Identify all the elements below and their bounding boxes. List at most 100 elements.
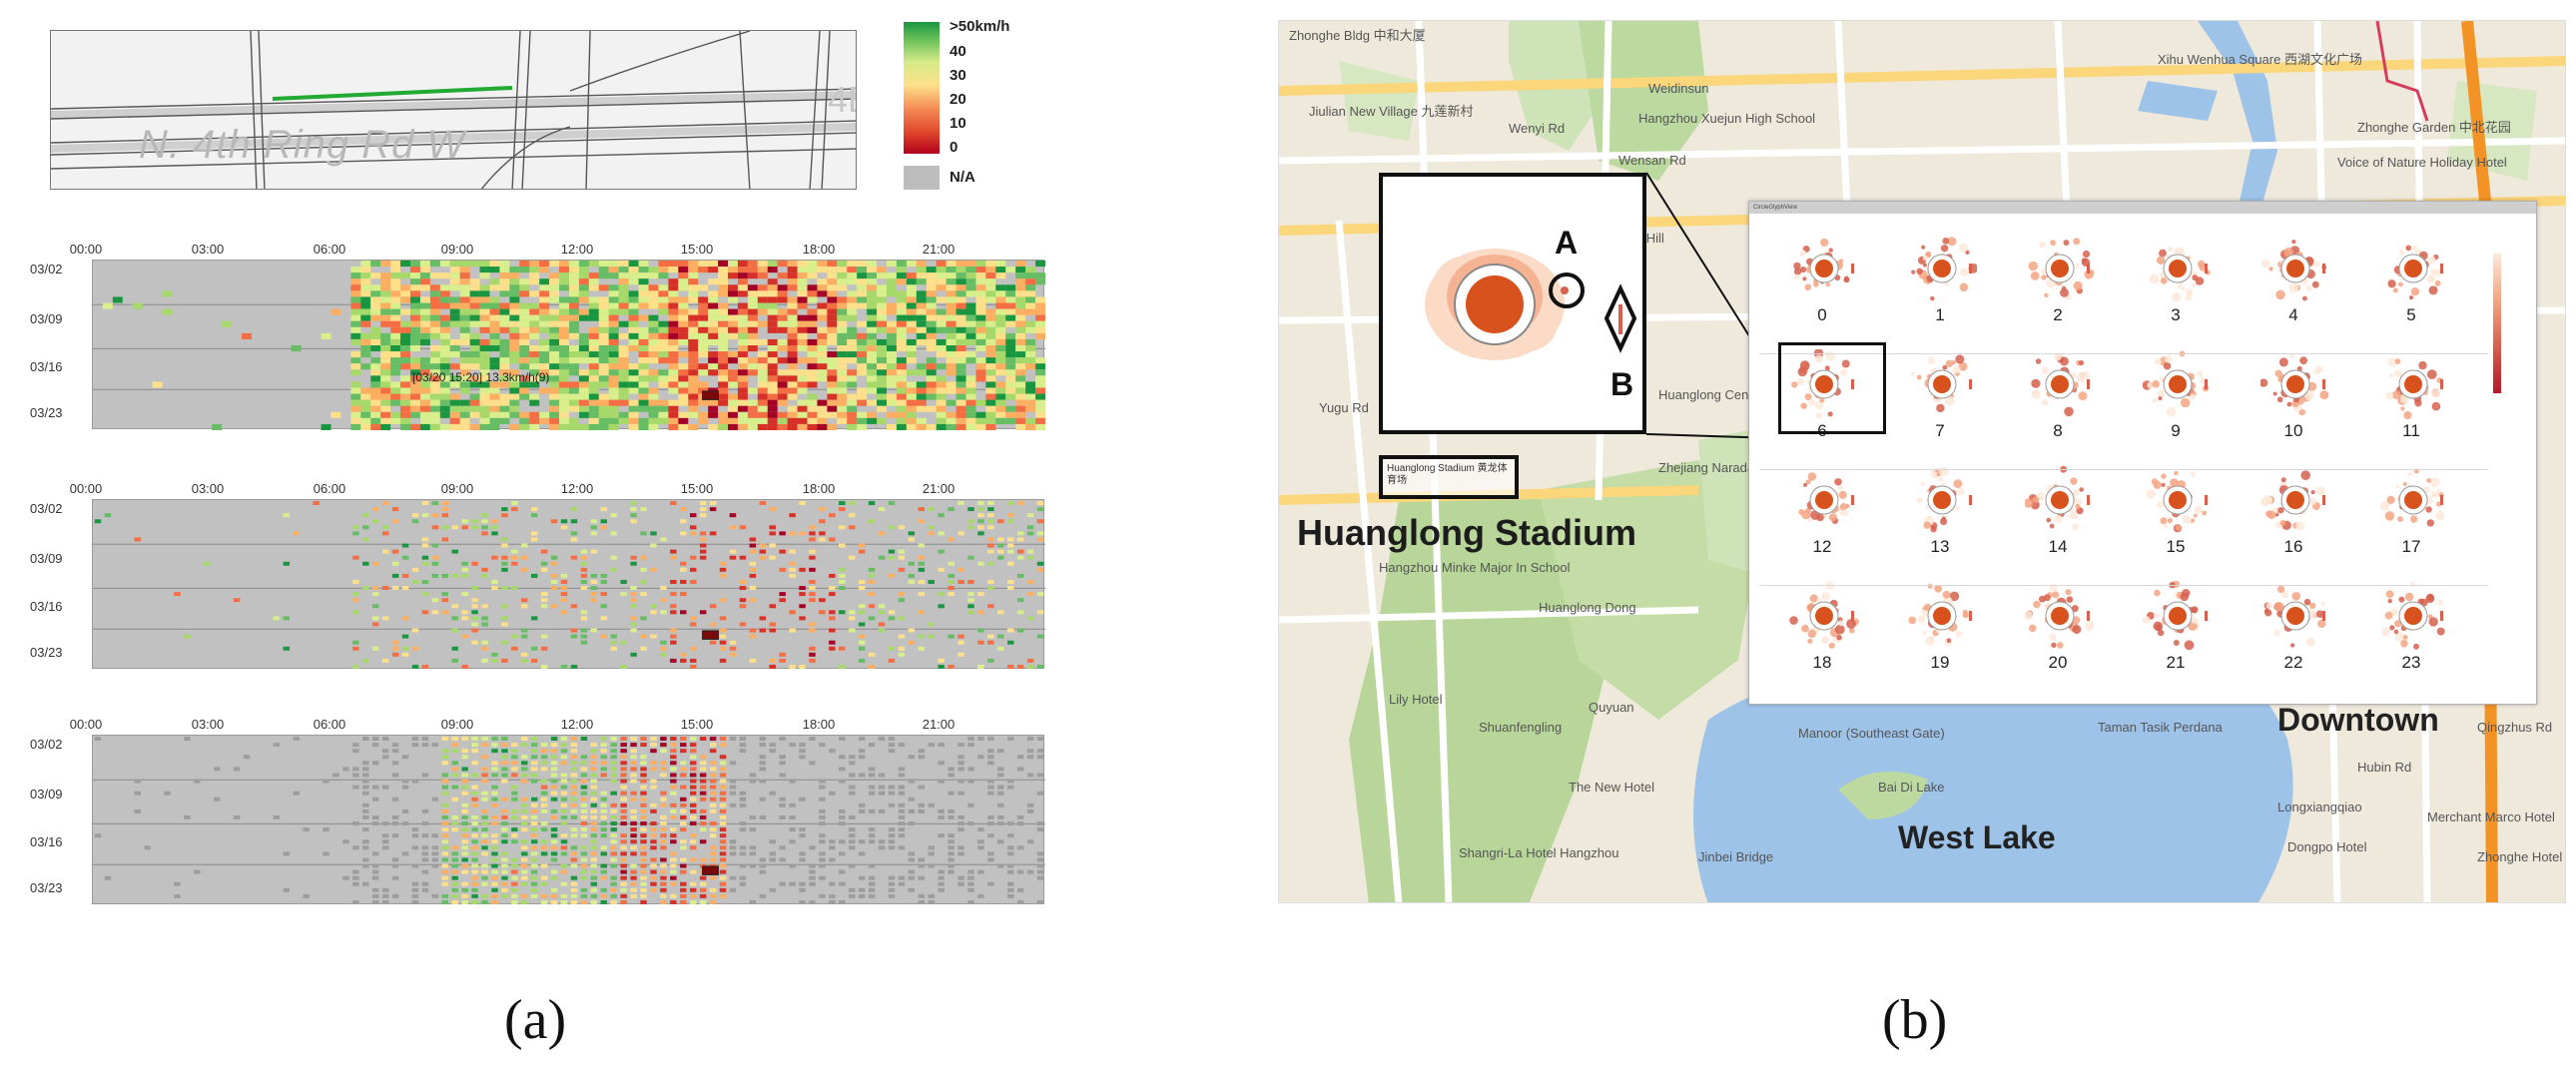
heatmap-cell [1006,785,1014,790]
hour-glyph[interactable]: 23 [2356,577,2466,689]
heatmap-cell [431,851,439,856]
hour-glyph[interactable]: 10 [2239,345,2348,457]
heatmap-cell [481,767,488,772]
heatmap-cell [1016,555,1024,560]
heatmap-cell [370,375,381,382]
hour-glyph[interactable]: 18 [1767,577,1877,689]
hour-glyph[interactable]: 15 [2121,461,2231,573]
hour-glyph[interactable]: 19 [1885,577,1995,689]
heatmap-cell [519,320,530,327]
heatmap-highlight-cell[interactable] [702,390,719,400]
heatmap-cell [549,417,560,424]
stadium-marker[interactable]: Huanglong Stadium 黄龙体育场 [1379,455,1519,499]
hour-glyph[interactable]: 17 [2356,461,2466,573]
heatmap-cell [620,851,627,856]
heatmap-cell [648,351,659,358]
heatmap-cell [441,737,449,742]
heatmap-cell [817,417,828,424]
heatmap-cell [926,357,937,364]
heatmap-cell [559,375,569,382]
heatmap-cell [739,875,747,880]
heatmap-cell [439,332,450,339]
hour-glyph[interactable]: 4 [2239,230,2348,341]
city-map[interactable]: Zhonghe Bldg 中和大厦 Jiulian New Village 九莲… [1278,20,2566,903]
hour-glyph[interactable]: 9 [2121,345,2231,457]
heatmap-cell [112,296,123,303]
hour-glyph[interactable]: 21 [2121,577,2231,689]
heatmap-cell-area[interactable] [92,735,1045,904]
hour-glyph[interactable]: 12 [1767,461,1877,573]
heatmap-cell [867,267,878,273]
heatmap-cell [660,875,667,880]
heatmap-cell [352,773,359,778]
heatmap-cell [878,610,886,615]
hour-glyph[interactable]: 20 [2003,577,2113,689]
glyph-grid-window[interactable]: CircleGlyphView 0 1 2 3 4 5 6 7 8 9 10 11 12 13 14 15 16… [1748,201,2537,705]
heatmap-cell [610,555,617,560]
hour-glyph[interactable]: 3 [2121,230,2231,341]
heatmap-cell [928,525,935,530]
heatmap-cell [887,393,897,400]
heatmap-cell [670,791,677,796]
heatmap-cell-area[interactable]: [03/20 15:20] 13.3km/h(9) [92,260,1045,430]
glyph-window-titlebar[interactable]: CircleGlyphView [1749,202,2536,214]
heatmap-cell [737,326,748,333]
heatmap-cell [956,332,966,339]
hour-glyph[interactable]: 22 [2239,577,2348,689]
heatmap-cell [588,302,599,309]
heatmap-cell [827,351,838,358]
hour-glyph[interactable]: 0 [1767,230,1877,341]
heatmap-cell [867,332,878,339]
heatmap-cell [827,399,838,406]
heatmap-cell [451,646,458,651]
heatmap-cell [499,338,510,345]
heatmap-cell [757,284,768,291]
heatmap-cell [648,320,659,327]
heatmap-cell [997,537,1004,542]
heatmap-cell [648,314,659,321]
heatmap-cell [660,773,667,778]
heatmap-cell [966,267,976,273]
heatmap-highlight-cell[interactable] [702,630,719,640]
heatmap-cell [421,821,429,826]
heatmap-cell [608,284,619,291]
heatmap-cell [868,791,876,796]
hour-glyph[interactable]: 7 [1885,345,1995,457]
heatmap-cell [858,737,866,742]
heatmap-cell [519,423,530,430]
heatmap-cell [938,664,945,669]
hour-glyph[interactable]: 13 [1885,461,1995,573]
heatmap-cell-area[interactable] [92,499,1045,669]
heatmap-cell [926,369,937,376]
heatmap-cell [459,302,470,309]
heatmap-cell [848,501,856,506]
heatmap-cell [491,797,498,802]
heatmap-cell [411,579,419,584]
heatmap-cell [481,797,488,802]
heatmap-cell [729,646,737,651]
heatmap-cell [540,755,548,760]
hour-glyph[interactable]: 2 [2003,230,2113,341]
hour-glyph[interactable]: 5 [2356,230,2466,341]
heatmap-cell [352,875,359,880]
heatmap-cell [887,345,897,352]
heatmap-cell [630,555,637,560]
heatmap-cell [1026,579,1034,584]
hour-glyph[interactable]: 16 [2239,461,2348,573]
heatmap-cell [610,803,617,807]
hour-glyph[interactable]: 1 [1885,230,1995,341]
heatmap-cell [640,803,647,807]
heatmap-cell [918,555,926,560]
heatmap-cell [360,314,371,321]
heatmap-cell [588,411,599,418]
heatmap-highlight-cell[interactable] [702,865,719,875]
heatmap-cell [578,351,589,358]
hour-glyph[interactable]: 8 [2003,345,2113,457]
hour-glyph[interactable]: 14 [2003,461,2113,573]
heatmap-cell [233,598,241,603]
heatmap-cell [521,845,528,850]
heatmap-cell [769,839,776,844]
hour-glyph[interactable]: 11 [2356,345,2466,457]
heatmap-cell [747,314,758,321]
heatmap-cell [370,308,381,315]
